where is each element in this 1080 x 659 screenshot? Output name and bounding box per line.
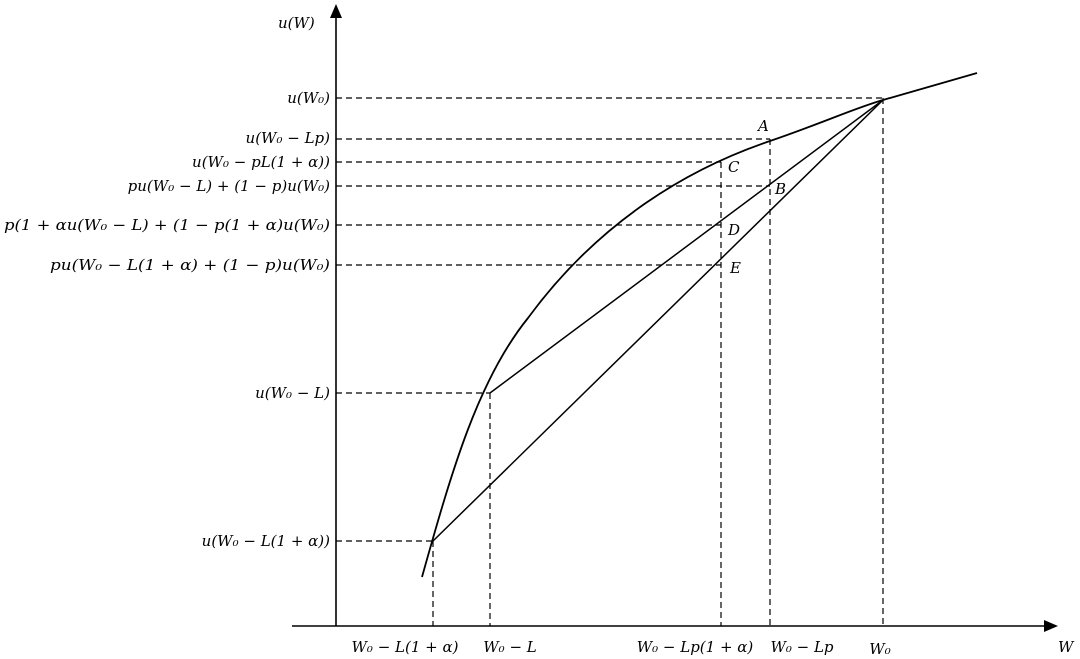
xlabel-w0-l1a: W₀ − L(1 + α) (352, 638, 459, 656)
x-axis-arrow (1044, 620, 1058, 632)
ylabel-exp-u-full: pu(W₀ − L) + (1 − p)u(W₀) (128, 177, 330, 195)
point-label-a: A (756, 117, 769, 135)
ylabel-u-w0-l1a: u(W₀ − L(1 + α)) (202, 532, 330, 550)
point-label-e: E (729, 259, 741, 277)
point-label-b: B (774, 180, 786, 198)
utility-curve (421, 72, 978, 578)
xlabel-w0-lp1a: W₀ − Lp(1 + α) (637, 638, 754, 656)
xlabel-w0: W₀ (869, 640, 890, 658)
ylabel-exp-u-loaded: pu(W₀ − L(1 + α) + (1 − p)u(W₀) (50, 256, 330, 274)
xlabel-w0-l: W₀ − L (483, 638, 537, 656)
ylabel-u-w0-l: u(W₀ − L) (255, 384, 330, 402)
xlabel-w0-lp: W₀ − Lp (770, 638, 833, 656)
chord-from-w0-l (489, 99, 884, 394)
chord-from-w0-l1a (432, 99, 884, 542)
ylabel-u-w0: u(W₀) (287, 89, 330, 107)
ylabel-exp-u-partial: p(1 + αu(W₀ − L) + (1 − p(1 + α)u(W₀) (4, 216, 330, 234)
ylabel-u-w0-lp: u(W₀ − Lp) (246, 129, 331, 147)
y-axis-title: u(W) (278, 14, 315, 32)
point-label-c: C (728, 158, 740, 176)
y-axis-arrow (330, 4, 342, 18)
x-axis-title: W (1058, 638, 1075, 656)
point-label-d: D (727, 221, 740, 239)
ylabel-u-w0-pl1a: u(W₀ − pL(1 + α)) (192, 153, 330, 171)
